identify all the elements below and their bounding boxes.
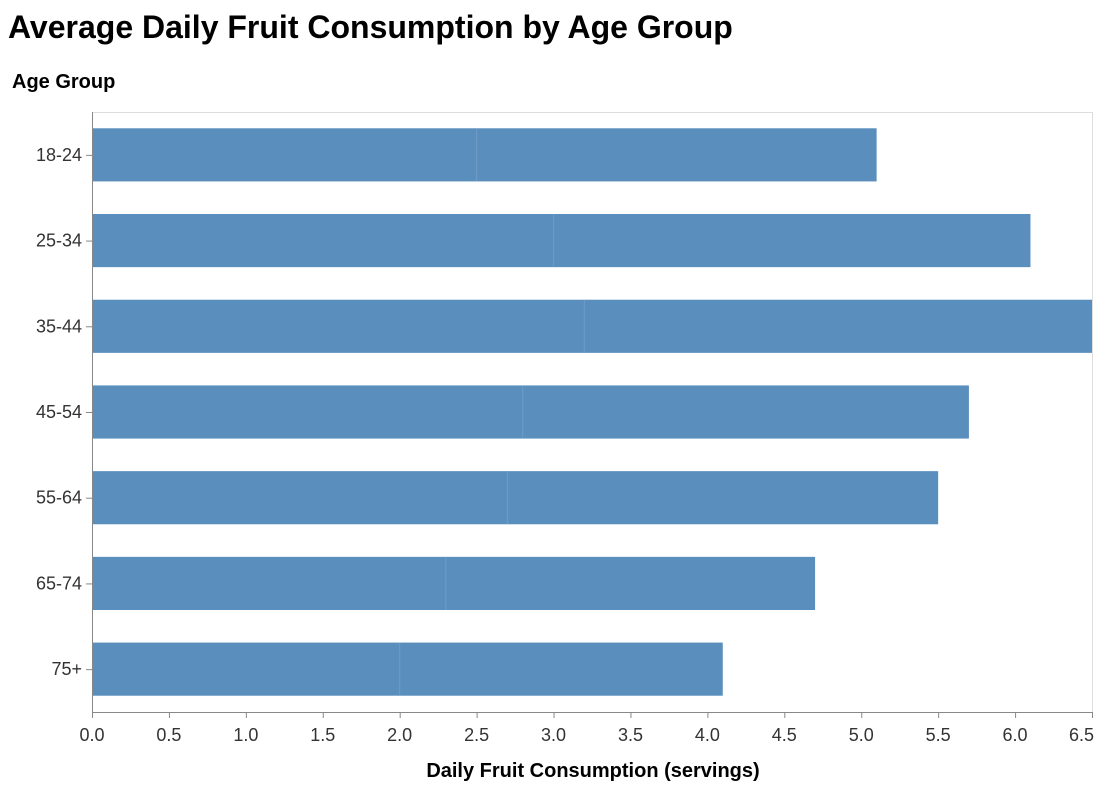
x-tick-label: 4.0 bbox=[695, 725, 720, 745]
x-tick-label: 1.5 bbox=[310, 725, 335, 745]
bar-18-24-segment-1 bbox=[92, 128, 477, 182]
y-tick-label: 18-24 bbox=[36, 145, 82, 165]
y-tick-label: 25-34 bbox=[36, 231, 82, 251]
x-tick-label: 6.5 bbox=[1069, 725, 1094, 745]
x-axis: 0.0 0.5 1.0 1.5 2.0 2.5 3.0 3.5 4.0 4.5 5.0 5.5 6.0 6… bbox=[79, 712, 1094, 745]
x-tick-label: 0.0 bbox=[79, 725, 104, 745]
bar-65-74-segment-1 bbox=[92, 556, 446, 610]
bars-layer bbox=[92, 128, 1092, 696]
chart-title: Average Daily Fruit Consumption by Age G… bbox=[8, 9, 733, 45]
bar-25-34-segment-2 bbox=[553, 214, 1031, 268]
bar-75+-segment-1 bbox=[92, 642, 400, 696]
y-axis: 18-24 25-34 35-44 45-54 55-64 65-74 75+ bbox=[36, 112, 93, 712]
y-axis-title: Age Group bbox=[12, 71, 115, 93]
x-tick-label: 3.0 bbox=[541, 725, 566, 745]
bar-35-44-segment-1 bbox=[92, 299, 585, 353]
bar-55-64-segment-2 bbox=[507, 471, 939, 525]
x-tick-label: 5.0 bbox=[849, 725, 874, 745]
x-tick-label: 2.0 bbox=[387, 725, 412, 745]
x-tick-label: 6.0 bbox=[1003, 725, 1028, 745]
x-tick-label: 2.5 bbox=[464, 725, 489, 745]
y-tick-label: 75+ bbox=[51, 659, 82, 679]
x-tick-label: 5.5 bbox=[926, 725, 951, 745]
x-tick-label: 0.5 bbox=[156, 725, 181, 745]
bar-75+-segment-2 bbox=[399, 642, 723, 696]
bar-45-54-segment-1 bbox=[92, 385, 523, 439]
x-axis-title: Daily Fruit Consumption (servings) bbox=[426, 760, 759, 782]
y-tick-label: 55-64 bbox=[36, 488, 82, 508]
y-tick-label: 65-74 bbox=[36, 573, 82, 593]
bar-55-64-segment-1 bbox=[92, 471, 508, 525]
bar-18-24-segment-2 bbox=[476, 128, 877, 182]
y-tick-label: 45-54 bbox=[36, 402, 82, 422]
bar-35-44-segment-2 bbox=[584, 299, 1092, 353]
bar-25-34-segment-1 bbox=[92, 214, 554, 268]
x-tick-label: 4.5 bbox=[772, 725, 797, 745]
y-tick-label: 35-44 bbox=[36, 316, 82, 336]
bar-65-74-segment-2 bbox=[445, 556, 816, 610]
bar-45-54-segment-2 bbox=[522, 385, 969, 439]
x-tick-label: 3.5 bbox=[618, 725, 643, 745]
x-tick-label: 1.0 bbox=[233, 725, 258, 745]
